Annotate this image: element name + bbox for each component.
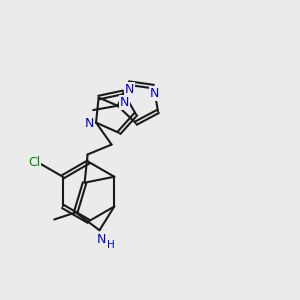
Text: N: N (96, 233, 106, 246)
Text: N: N (150, 87, 159, 100)
Text: Cl: Cl (28, 155, 40, 169)
Text: N: N (85, 117, 94, 130)
Text: N: N (120, 96, 129, 109)
Text: N: N (125, 83, 134, 96)
Text: H: H (107, 240, 115, 250)
